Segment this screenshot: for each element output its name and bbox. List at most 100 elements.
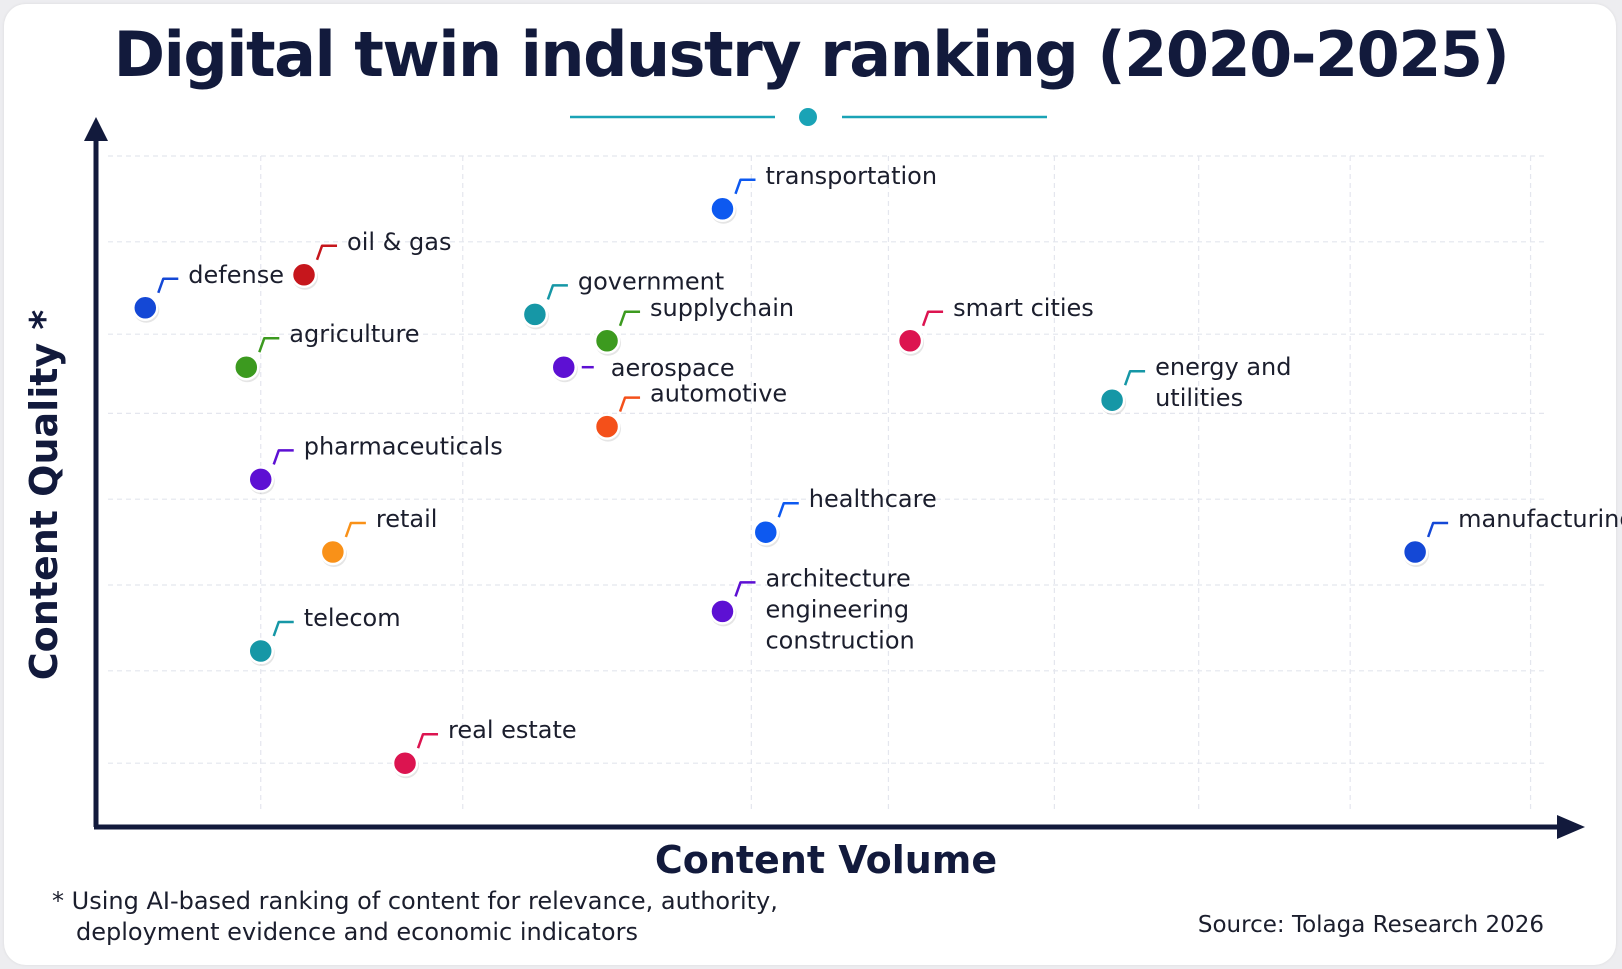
point-label-line: architecture	[765, 564, 910, 592]
leader-line	[258, 336, 280, 353]
point-label: transportation	[765, 162, 937, 190]
data-point-14: manufacturing	[1401, 505, 1622, 567]
leader-line	[1426, 521, 1449, 538]
point-label: defense	[188, 261, 284, 289]
point-marker	[593, 327, 621, 355]
point-label: healthcare	[809, 485, 937, 513]
point-marker	[550, 353, 578, 381]
point-label-line: supplychain	[650, 294, 794, 322]
point-label: automotive	[650, 380, 787, 408]
axes	[84, 117, 1585, 839]
point-label-line: smart cities	[953, 294, 1094, 322]
data-point-15: architecture engineering construction	[709, 564, 915, 654]
point-label-line: defense	[188, 261, 284, 289]
point-label-line: aerospace	[611, 354, 735, 382]
leader-line	[734, 178, 756, 195]
leader-line	[272, 620, 294, 637]
point-label-line: oil & gas	[347, 228, 451, 256]
point-label-line: transportation	[765, 162, 937, 190]
data-point-9: energy and utilities	[1098, 353, 1292, 416]
data-point-8: aerospace	[550, 353, 735, 383]
data-points: transportation oil & gas defense government…	[132, 162, 1622, 779]
point-marker	[521, 301, 549, 328]
point-marker	[593, 413, 621, 440]
point-label: energy and utilities	[1155, 353, 1291, 412]
leader-line	[416, 732, 439, 749]
leader-line	[272, 449, 294, 465]
point-label: supplychain	[650, 294, 794, 322]
point-marker	[896, 327, 924, 355]
point-label-line: manufacturing	[1458, 505, 1622, 533]
leader-line	[344, 521, 366, 538]
point-label: telecom	[304, 604, 401, 632]
point-label-line: agriculture	[289, 320, 419, 348]
point-label-line: pharmaceuticals	[304, 432, 503, 460]
leader-line	[618, 396, 641, 413]
point-label-line: energy and	[1155, 353, 1291, 381]
data-point-16: telecom	[247, 604, 401, 666]
title-dot	[799, 108, 817, 126]
leader-line	[157, 277, 179, 294]
leader-line	[734, 581, 756, 597]
leader-line	[546, 284, 568, 300]
x-axis-arrow	[1557, 815, 1585, 839]
point-label-line: retail	[376, 505, 438, 533]
point-label: manufacturing	[1458, 505, 1622, 533]
y-axis-title: Content Quality *	[22, 310, 66, 681]
data-point-10: automotive	[593, 380, 787, 442]
point-marker	[709, 195, 736, 223]
point-marker	[247, 637, 274, 665]
point-label-line: construction	[765, 626, 914, 654]
data-point-12: healthcare	[752, 485, 937, 548]
data-point-1: transportation	[709, 162, 937, 224]
point-marker	[290, 261, 318, 289]
leader-line	[777, 501, 799, 518]
point-label-line: automotive	[650, 380, 787, 408]
point-marker	[1401, 538, 1429, 566]
point-marker	[1098, 386, 1126, 414]
point-label-line: government	[578, 267, 724, 295]
data-point-5: supplychain	[593, 294, 794, 356]
leader-line	[921, 310, 944, 327]
point-label: aerospace	[611, 354, 735, 382]
point-label: retail	[376, 505, 438, 533]
x-axis-title: Content Volume	[655, 838, 997, 882]
point-label-line: engineering	[765, 595, 909, 623]
source-credit: Source: Tolaga Research 2026	[1197, 912, 1544, 938]
point-marker	[752, 518, 780, 546]
data-point-4: government	[521, 267, 724, 330]
point-label: smart cities	[953, 294, 1094, 322]
leader-line	[315, 244, 338, 261]
data-point-3: defense	[132, 261, 284, 323]
point-marker	[233, 353, 260, 381]
point-label: pharmaceuticals	[304, 432, 503, 460]
data-point-13: retail	[319, 505, 438, 567]
data-point-11: pharmaceuticals	[247, 432, 503, 495]
point-label-line: telecom	[304, 604, 401, 632]
title-ornament	[570, 108, 1047, 126]
point-label: architecture engineering construction	[765, 564, 914, 654]
footnote-line-1: * Using AI-based ranking of content for …	[52, 887, 778, 915]
footnote-line-2: deployment evidence and economic indicat…	[76, 918, 638, 946]
point-label-line: utilities	[1155, 384, 1243, 412]
data-point-2: oil & gas	[290, 228, 451, 290]
point-marker	[132, 294, 159, 322]
leader-line	[1123, 369, 1146, 386]
point-label: government	[578, 267, 724, 295]
point-label-line: healthcare	[809, 485, 937, 513]
data-point-7: agriculture	[233, 320, 420, 383]
point-marker	[319, 538, 347, 566]
data-point-6: smart cities	[896, 294, 1094, 356]
y-axis-arrow	[84, 117, 108, 141]
point-marker	[391, 749, 419, 777]
data-point-17: real estate	[391, 716, 577, 779]
point-label: agriculture	[289, 320, 419, 348]
point-marker	[709, 598, 736, 625]
point-label: oil & gas	[347, 228, 451, 256]
leader-line	[618, 310, 641, 327]
point-marker	[247, 466, 274, 493]
point-label-line: real estate	[448, 716, 577, 744]
grid-lines	[108, 155, 1545, 810]
chart-title: Digital twin industry ranking (2020-2025…	[113, 18, 1510, 91]
